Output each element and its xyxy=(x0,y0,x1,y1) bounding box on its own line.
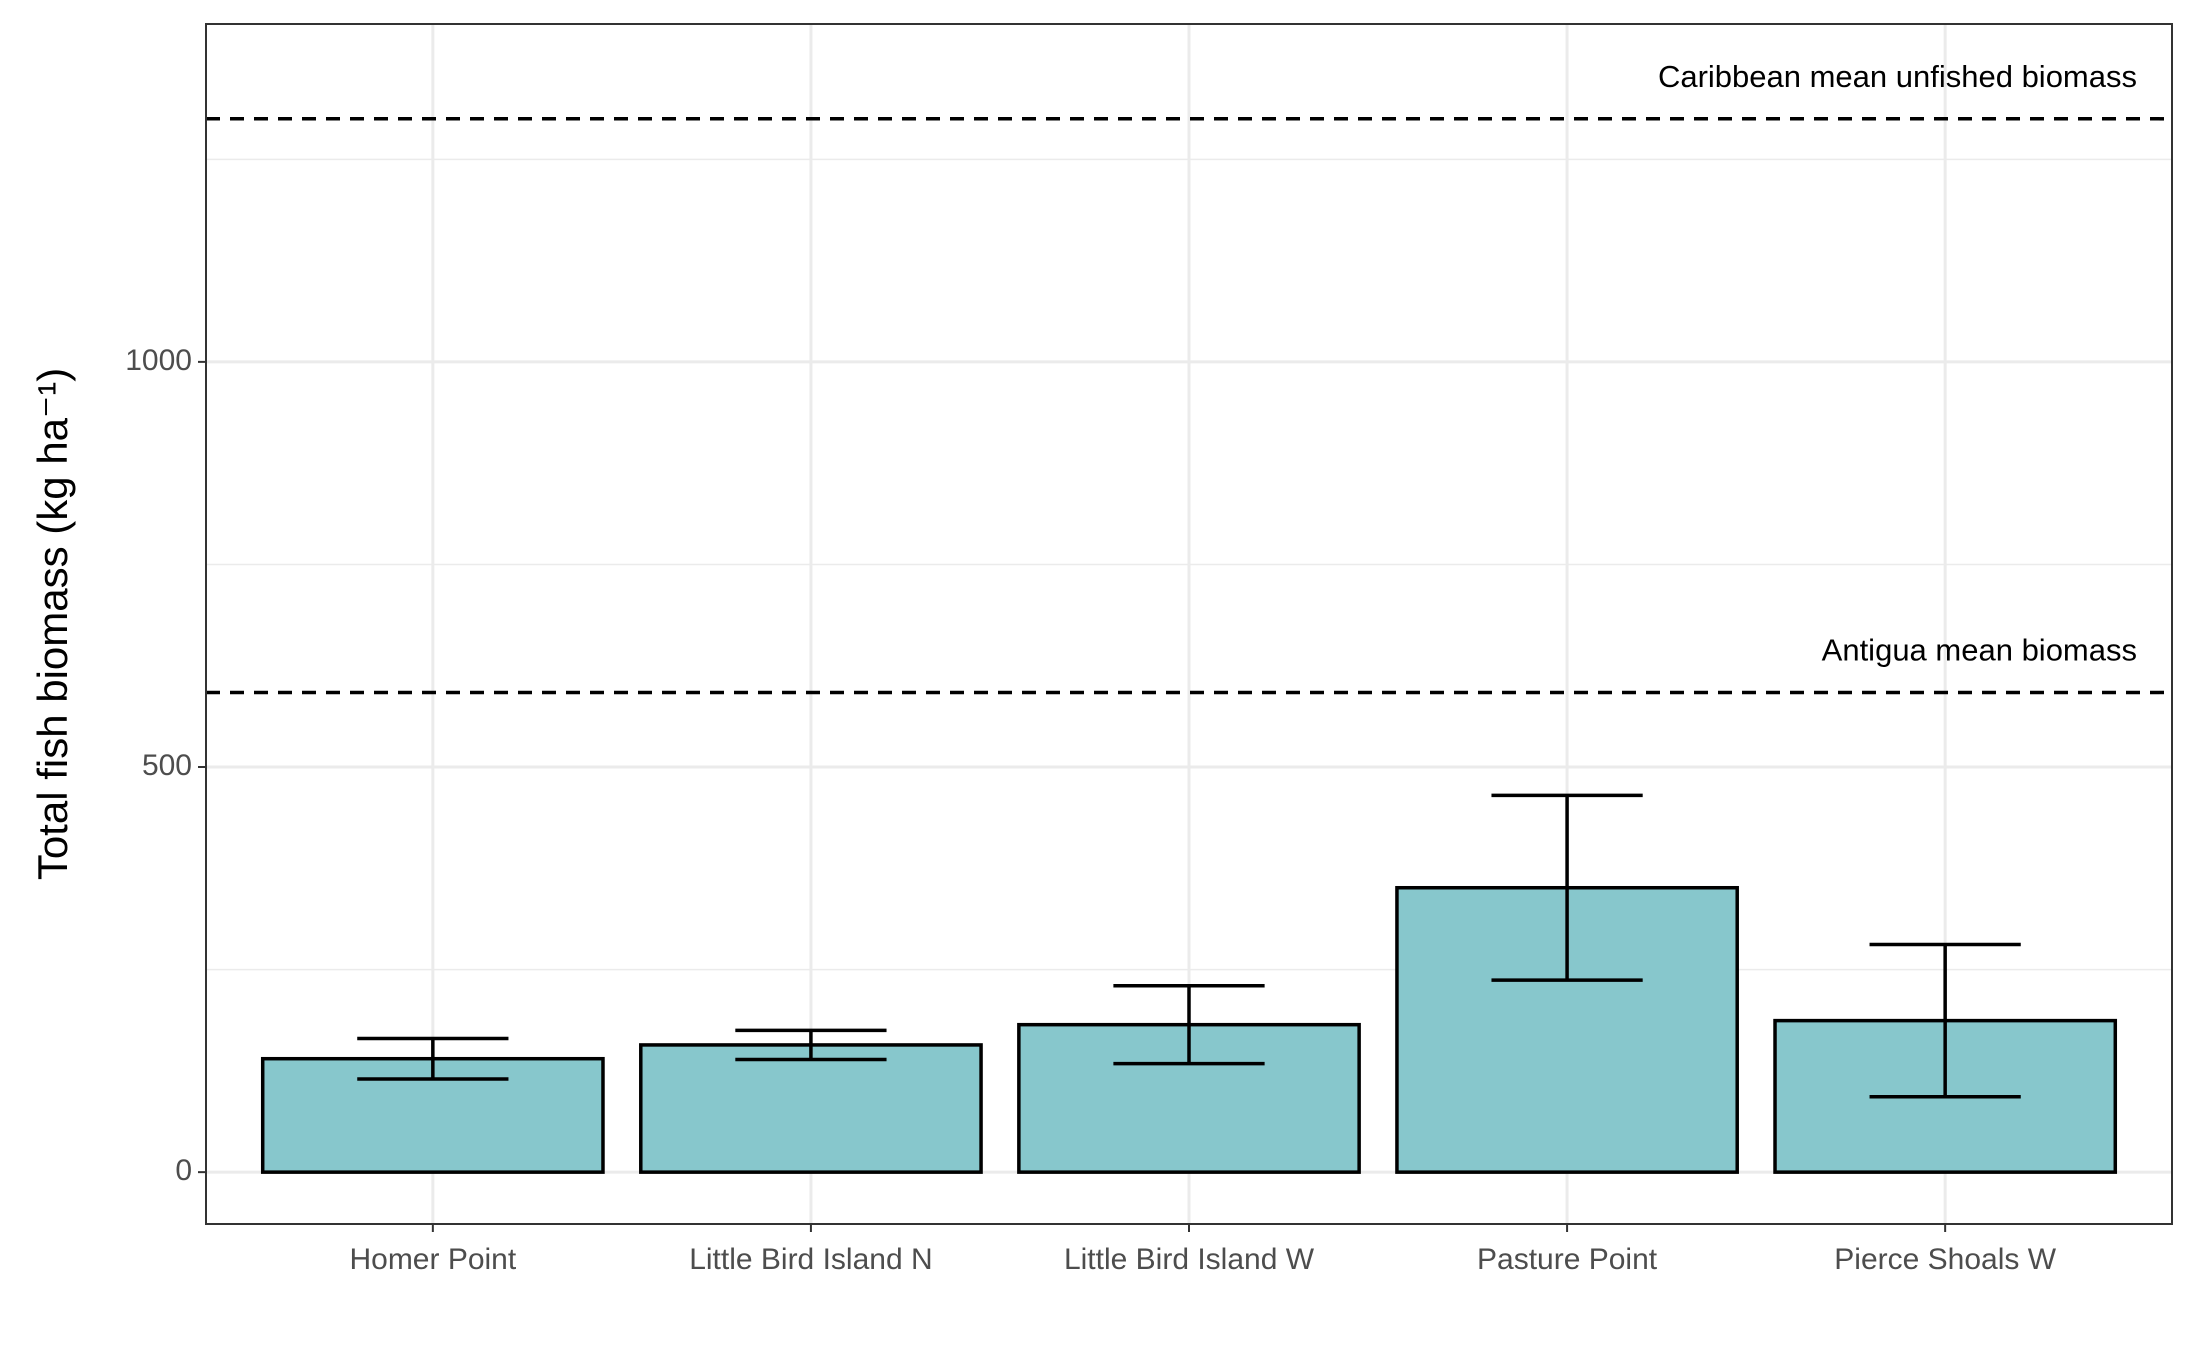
y-tick-label: 0 xyxy=(175,1154,192,1187)
reference-label: Caribbean mean unfished biomass xyxy=(1658,59,2137,94)
error-bar xyxy=(357,1036,509,1081)
x-tick-label: Homer Point xyxy=(349,1243,516,1276)
x-tick-label: Little Bird Island W xyxy=(1064,1243,1315,1276)
x-tick-label: Pasture Point xyxy=(1477,1243,1658,1276)
y-axis-title: Total fish biomass (kg ha⁻¹) xyxy=(29,368,76,880)
error-bar xyxy=(1113,984,1265,1066)
bar xyxy=(1395,885,1739,1174)
x-tick-label: Pierce Shoals W xyxy=(1834,1243,2056,1276)
x-tick-label: Little Bird Island N xyxy=(689,1243,932,1276)
y-tick-label: 1000 xyxy=(125,344,192,377)
error-bar xyxy=(1869,942,2021,1099)
error-bar xyxy=(1491,793,1643,982)
error-bar xyxy=(735,1028,887,1062)
bar xyxy=(639,1043,983,1174)
reference-label: Antigua mean biomass xyxy=(1822,633,2137,668)
y-tick-label: 500 xyxy=(142,749,192,782)
plot-border xyxy=(205,23,2173,1225)
